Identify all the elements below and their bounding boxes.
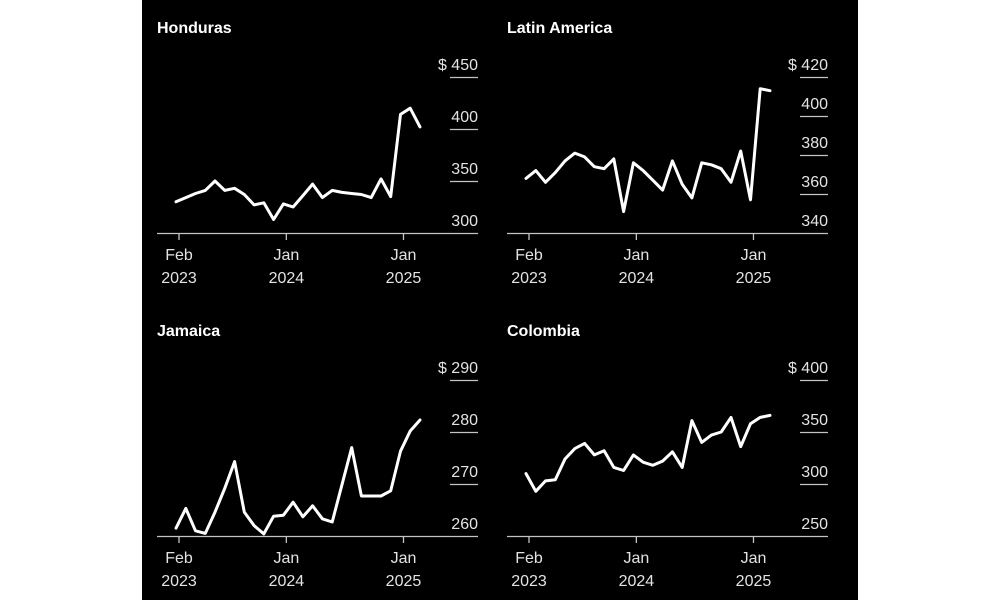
panel-colombia: Colombia $ 400 350 300 250 Feb 2023 Jan 2024 Jan… [507,323,828,590]
y-tick-label: 400 [451,109,478,126]
plot-latin-america: $ 420 400 380 360 340 Feb 2023 Jan 2024 Jan 2025 [507,57,828,287]
panel-title: Latin America [507,20,612,37]
y-tick-label: 350 [801,412,828,429]
y-tick-label: 270 [451,464,478,481]
panel-title: Colombia [507,323,580,340]
x-tick-label-month: Jan [741,247,767,264]
series-line [524,413,772,493]
x-tick-label-year: 2023 [511,270,547,287]
x-tick-label-month: Jan [273,550,299,567]
series-line [174,418,422,536]
x-tick-label-month: Jan [391,550,417,567]
y-tick-label: $ 450 [438,57,478,74]
chart-canvas: Honduras $ 450 400 350 300 Feb 2023 Jan 2024 Jan… [142,0,858,600]
x-tick-label-year: 2023 [511,573,547,590]
y-tick-label: $ 400 [788,360,828,377]
x-tick-label-month: Jan [391,247,417,264]
y-tick-label: $ 420 [788,57,828,74]
y-tick-label: 280 [451,412,478,429]
y-tick-label: $ 290 [438,360,478,377]
x-tick-label-year: 2023 [161,270,197,287]
x-tick-label-year: 2023 [161,573,197,590]
y-tick-label: 400 [801,96,828,113]
y-tick-label: 300 [451,213,478,230]
x-tick-label-month: Feb [515,247,543,264]
series-line [524,87,772,214]
y-tick-label: 340 [801,213,828,230]
plot-colombia: $ 400 350 300 250 Feb 2023 Jan 2024 Jan 2025 [507,360,828,590]
panel-title: Jamaica [157,323,220,340]
panel-jamaica: Jamaica $ 290 280 270 260 Feb 2023 Jan 2024 Jan 2… [157,323,478,590]
panel-honduras: Honduras $ 450 400 350 300 Feb 2023 Jan 2024 Jan… [157,20,478,287]
x-tick-label-year: 2025 [386,270,422,287]
y-tick-label: 360 [801,174,828,191]
x-tick-label-month: Jan [623,550,649,567]
x-tick-label-year: 2024 [619,270,655,287]
x-tick-label-year: 2024 [269,270,305,287]
panel-title: Honduras [157,20,232,37]
y-tick-label: 250 [801,516,828,533]
series-line [174,106,422,221]
plot-jamaica: $ 290 280 270 260 Feb 2023 Jan 2024 Jan 2025 [157,360,478,590]
x-tick-label-year: 2024 [619,573,655,590]
x-tick-label-month: Jan [623,247,649,264]
x-tick-label-year: 2025 [736,270,772,287]
x-tick-label-year: 2025 [736,573,772,590]
y-tick-label: 260 [451,516,478,533]
x-tick-label-month: Feb [515,550,543,567]
x-tick-label-month: Feb [165,247,193,264]
y-tick-label: 350 [451,161,478,178]
x-tick-label-year: 2024 [269,573,305,590]
panel-latin-america: Latin America $ 420 400 380 360 340 Feb 2023 Ja… [507,20,828,287]
x-tick-label-year: 2025 [386,573,422,590]
x-tick-label-month: Jan [741,550,767,567]
y-tick-label: 380 [801,135,828,152]
y-tick-label: 300 [801,464,828,481]
plot-honduras: $ 450 400 350 300 Feb 2023 Jan 2024 Jan 2025 [157,57,478,287]
x-tick-label-month: Feb [165,550,193,567]
x-tick-label-month: Jan [273,247,299,264]
